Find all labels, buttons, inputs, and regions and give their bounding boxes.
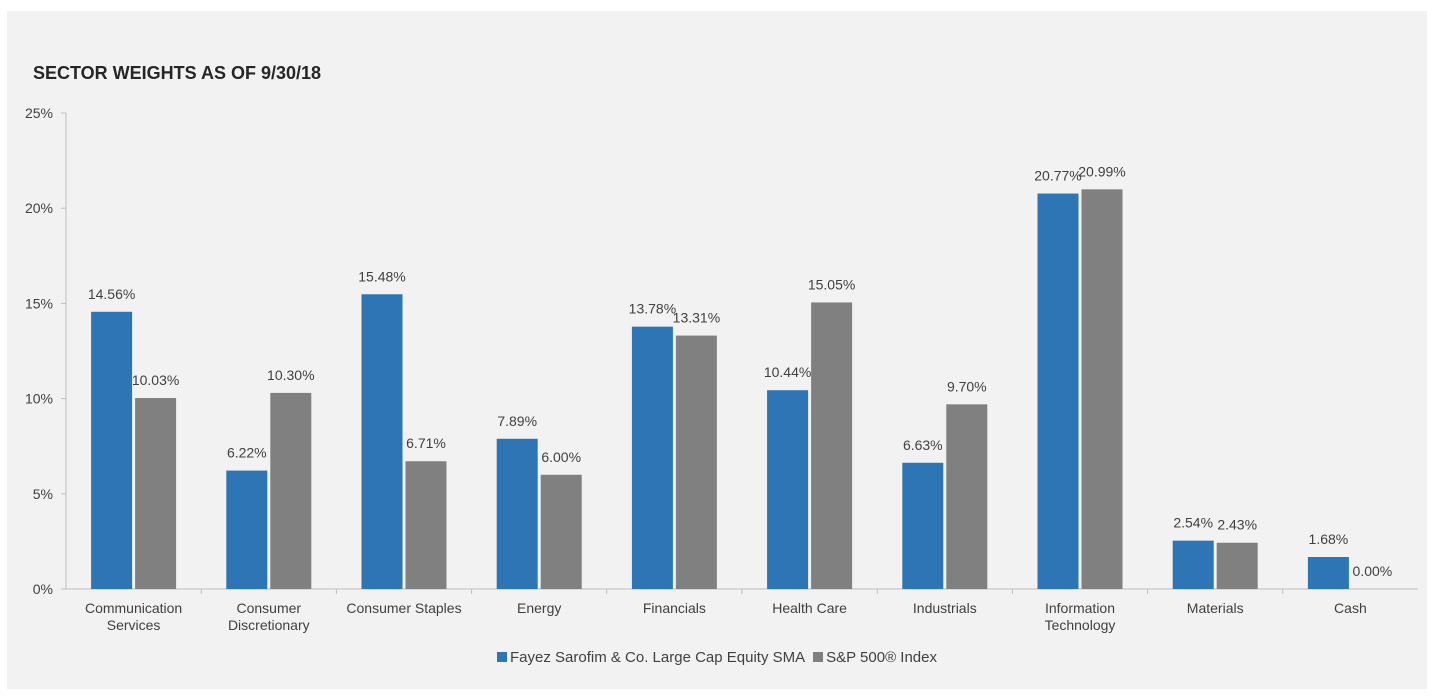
data-label-series-2: 20.99% <box>1078 163 1125 179</box>
category-label: Industrials <box>913 600 977 616</box>
category-label: Information Technology <box>1045 600 1116 633</box>
bar-series-2 <box>1216 542 1258 589</box>
bar-series-1 <box>1172 540 1214 589</box>
legend-label: S&P 500® Index <box>826 649 937 666</box>
category-label: Health Care <box>772 600 847 616</box>
bar-series-1 <box>226 470 268 589</box>
bar-series-1 <box>1037 193 1079 590</box>
bar-series-1 <box>91 311 133 589</box>
bar-series-2 <box>135 398 177 589</box>
bar-series-2 <box>946 404 988 589</box>
data-label-series-2: 2.43% <box>1217 517 1257 533</box>
category-labels: Communication Services Consumer Discretiona… <box>85 600 1367 633</box>
data-label-series-2: 6.00% <box>541 449 581 465</box>
bar-series-2 <box>1081 189 1123 589</box>
bar-series-2 <box>270 392 312 589</box>
data-label-series-1: 14.56% <box>88 286 135 302</box>
bar-series-1 <box>902 462 944 589</box>
category-label: Materials <box>1187 600 1244 616</box>
bar-series-2 <box>405 461 447 589</box>
data-label-series-1: 13.78% <box>629 301 676 317</box>
category-label: Energy <box>517 600 561 616</box>
data-label-series-1: 6.63% <box>903 437 943 453</box>
category-label: Communication Services <box>85 600 182 633</box>
data-label-series-1: 6.22% <box>227 445 267 461</box>
y-tick-label: 10% <box>25 391 53 407</box>
y-tick-label: 5% <box>33 486 53 502</box>
category-label: Financials <box>643 600 706 616</box>
legend-swatch <box>497 652 507 662</box>
bar-series-1 <box>767 390 809 589</box>
data-label-series-2: 15.05% <box>808 276 855 292</box>
data-label-series-2: 9.70% <box>947 378 987 394</box>
data-label-series-2: 10.30% <box>267 367 314 383</box>
category-label: Cash <box>1334 600 1367 616</box>
legend-swatch <box>813 652 824 662</box>
data-labels: 14.56% 10.03% 6.22% 10.30% 15.48% 6.71% 7.89% 6… <box>88 163 1392 579</box>
y-tick-label: 0% <box>33 581 53 597</box>
data-label-series-1: 2.54% <box>1173 515 1213 531</box>
data-label-series-2: 10.03% <box>132 372 179 388</box>
bar-series-2 <box>811 302 853 589</box>
data-label-series-1: 7.89% <box>497 413 537 429</box>
data-label-series-2: 6.71% <box>406 435 446 451</box>
bar-series-1 <box>1307 557 1349 589</box>
bar-series-2 <box>675 335 717 589</box>
legend-item-series-1: Fayez Sarofim & Co. Large Cap Equity SMA <box>497 649 805 666</box>
y-tick-label: 15% <box>25 295 53 311</box>
bar-series-2 <box>540 474 582 589</box>
data-label-series-1: 20.77% <box>1034 168 1081 184</box>
data-label-series-1: 10.44% <box>764 364 811 380</box>
chart-title: SECTOR WEIGHTS AS OF 9/30/18 <box>33 63 322 83</box>
bar-series-1 <box>631 326 673 589</box>
legend-item-series-2: S&P 500® Index <box>813 649 937 666</box>
legend-label: Fayez Sarofim & Co. Large Cap Equity SMA <box>510 649 806 666</box>
data-label-series-2: 13.31% <box>673 310 720 326</box>
data-label-series-2: 0.00% <box>1353 563 1393 579</box>
bars <box>91 189 1349 590</box>
category-label: Consumer Discretionary <box>228 600 310 633</box>
y-tick-label: 20% <box>25 200 53 216</box>
bar-series-1 <box>361 294 403 589</box>
bar-series-1 <box>496 438 538 589</box>
category-label: Consumer Staples <box>346 600 461 616</box>
y-tick-label: 25% <box>25 105 53 121</box>
data-label-series-1: 1.68% <box>1309 531 1349 547</box>
legend: Fayez Sarofim & Co. Large Cap Equity SMA… <box>0 649 1434 666</box>
data-label-series-1: 15.48% <box>358 268 405 284</box>
